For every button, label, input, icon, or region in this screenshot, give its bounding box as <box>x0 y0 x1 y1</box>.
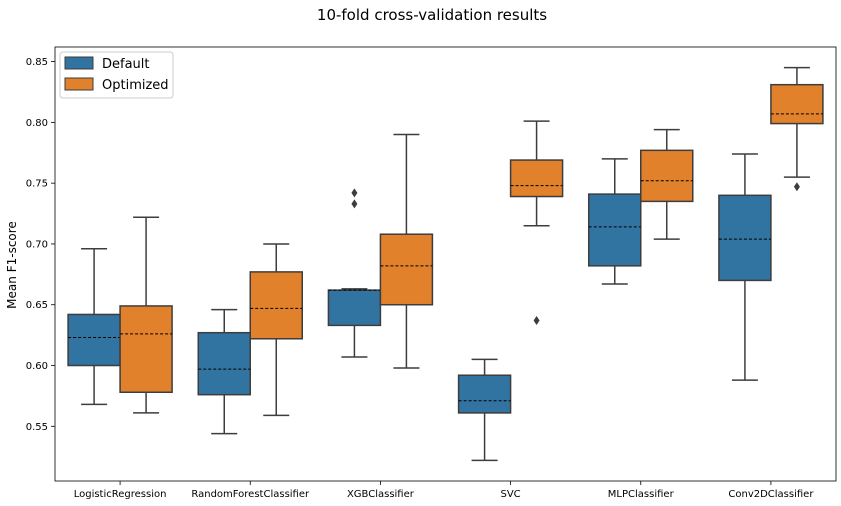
y-tick-label: 0.70 <box>26 239 48 250</box>
box-default <box>457 374 512 414</box>
x-tick-label: SVC <box>500 489 520 500</box>
box-optimized <box>379 233 434 306</box>
box-optimized <box>770 83 824 125</box>
plot-area: 0.55 0.60 0.65 0.70 0.75 0.80 0.85 LogisticRegr… <box>26 57 824 500</box>
y-tick-label: 0.85 <box>26 57 48 68</box>
box-optimized <box>509 159 564 198</box>
box-optimized <box>249 271 303 340</box>
chart-title: 10-fold cross-validation results <box>317 6 547 24</box>
box-optimized <box>119 305 173 394</box>
box-default <box>718 194 772 282</box>
box-default <box>197 331 251 396</box>
x-tick-label: RandomForestClassifier <box>191 489 310 500</box>
outlier-point-optimized <box>533 316 540 326</box>
y-axis-label: Mean F1-score <box>5 221 19 309</box>
box-default <box>67 313 121 367</box>
plot-frame <box>54 46 837 482</box>
outlier-point-optimized <box>793 182 800 192</box>
box-optimized <box>640 149 694 203</box>
outlier-point-default <box>351 199 358 209</box>
legend-label-default: Default <box>102 57 150 72</box>
y-tick-label: 0.60 <box>26 361 48 372</box>
outlier-point-default <box>351 188 358 198</box>
y-tick-label: 0.80 <box>26 118 48 129</box>
x-tick-label: XGBClassifier <box>347 489 415 500</box>
y-tick-label: 0.65 <box>26 300 48 311</box>
box-default <box>327 289 382 327</box>
legend: Default Optimized <box>59 51 174 99</box>
legend-label-optimized: Optimized <box>102 78 169 93</box>
x-tick-label: MLPClassifier <box>608 489 675 500</box>
x-tick-label: Conv2DClassifier <box>728 489 814 500</box>
legend-swatch-optimized <box>64 77 94 91</box>
y-tick-label: 0.55 <box>26 422 48 433</box>
x-tick-label: LogisticRegression <box>74 489 167 500</box>
y-tick-label: 0.75 <box>26 179 48 190</box>
box-default <box>588 193 642 267</box>
legend-swatch-default <box>64 56 94 70</box>
